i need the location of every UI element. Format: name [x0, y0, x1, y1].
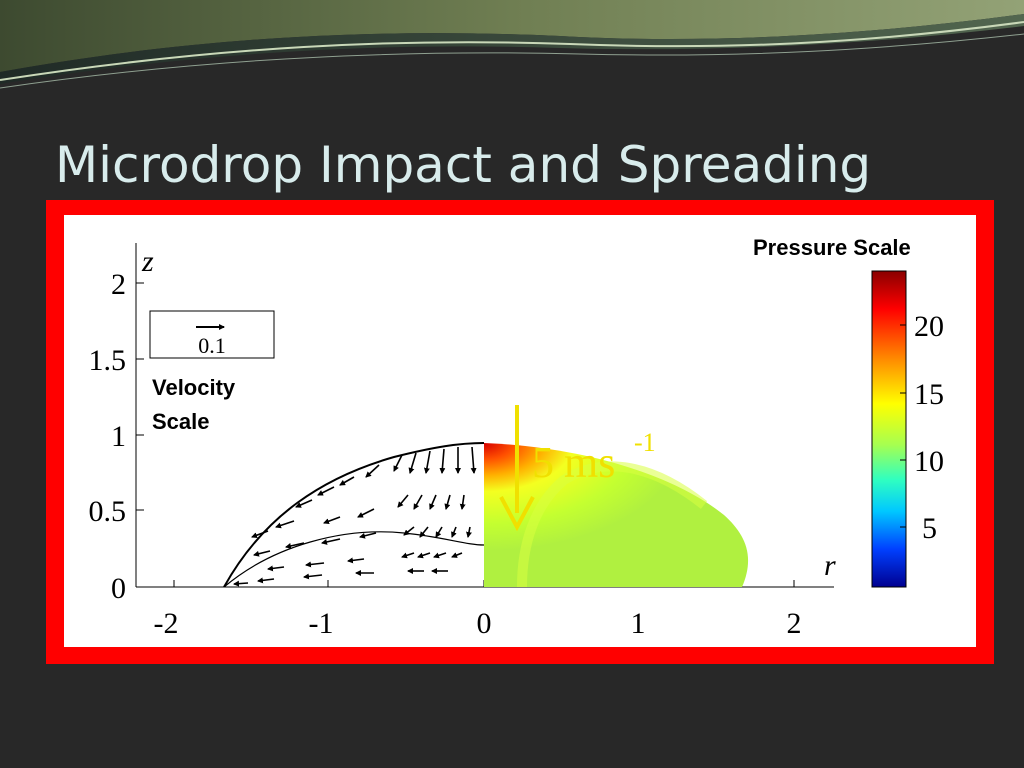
- y-axis-ticks: [136, 282, 144, 588]
- impact-speed-exponent: -1: [634, 428, 656, 457]
- pressure-tick-label: 20: [914, 310, 944, 343]
- slide-title: Microdrop Impact and Spreading: [55, 136, 872, 194]
- x-axis-label: r: [824, 549, 836, 582]
- velocity-scale-value: 0.1: [198, 333, 226, 358]
- decorative-wave-header: [0, 0, 1024, 89]
- pressure-colorbar: [871, 270, 907, 588]
- velocity-scale-caption-line1: Velocity: [152, 375, 236, 400]
- impact-speed-value: 5: [532, 438, 554, 487]
- pressure-field-region: [484, 443, 749, 587]
- impact-velocity-arrow-head: [499, 496, 535, 532]
- y-axis-label: z: [141, 245, 154, 278]
- y-tick-label: 1.5: [89, 344, 127, 377]
- figure-panel: 0 0.5 1 1.5 2 -2 -1 0 1 2 z r: [64, 215, 976, 647]
- y-tick-label: 1: [111, 420, 126, 453]
- drop-outline: [223, 442, 485, 588]
- pressure-colorbar-ticks: [900, 324, 906, 528]
- pressure-tick-label: 5: [922, 512, 937, 545]
- x-tick-label: 1: [631, 607, 646, 640]
- pressure-tick-label: 15: [914, 378, 944, 411]
- velocity-scale-box: [149, 310, 275, 359]
- x-tick-label: 2: [787, 607, 802, 640]
- drop-impact-figure: 0 0.5 1 1.5 2 -2 -1 0 1 2 z r: [89, 235, 945, 640]
- pressure-scale-title: Pressure Scale: [753, 235, 911, 260]
- figure-frame: 0 0.5 1 1.5 2 -2 -1 0 1 2 z r: [46, 200, 994, 664]
- impact-speed-unit: ms: [564, 438, 615, 487]
- y-tick-label: 2: [111, 268, 126, 301]
- velocity-vector-field: [233, 446, 477, 587]
- x-tick-label: 0: [477, 607, 492, 640]
- y-tick-label: 0.5: [89, 495, 127, 528]
- velocity-scale-caption-line2: Scale: [152, 409, 210, 434]
- pressure-tick-label: 10: [914, 445, 944, 478]
- x-tick-label: -2: [154, 607, 179, 640]
- x-tick-label: -1: [309, 607, 334, 640]
- drop-contact-line: [223, 531, 485, 588]
- y-tick-label: 0: [111, 572, 126, 605]
- pressure-inner-contour: [517, 461, 708, 588]
